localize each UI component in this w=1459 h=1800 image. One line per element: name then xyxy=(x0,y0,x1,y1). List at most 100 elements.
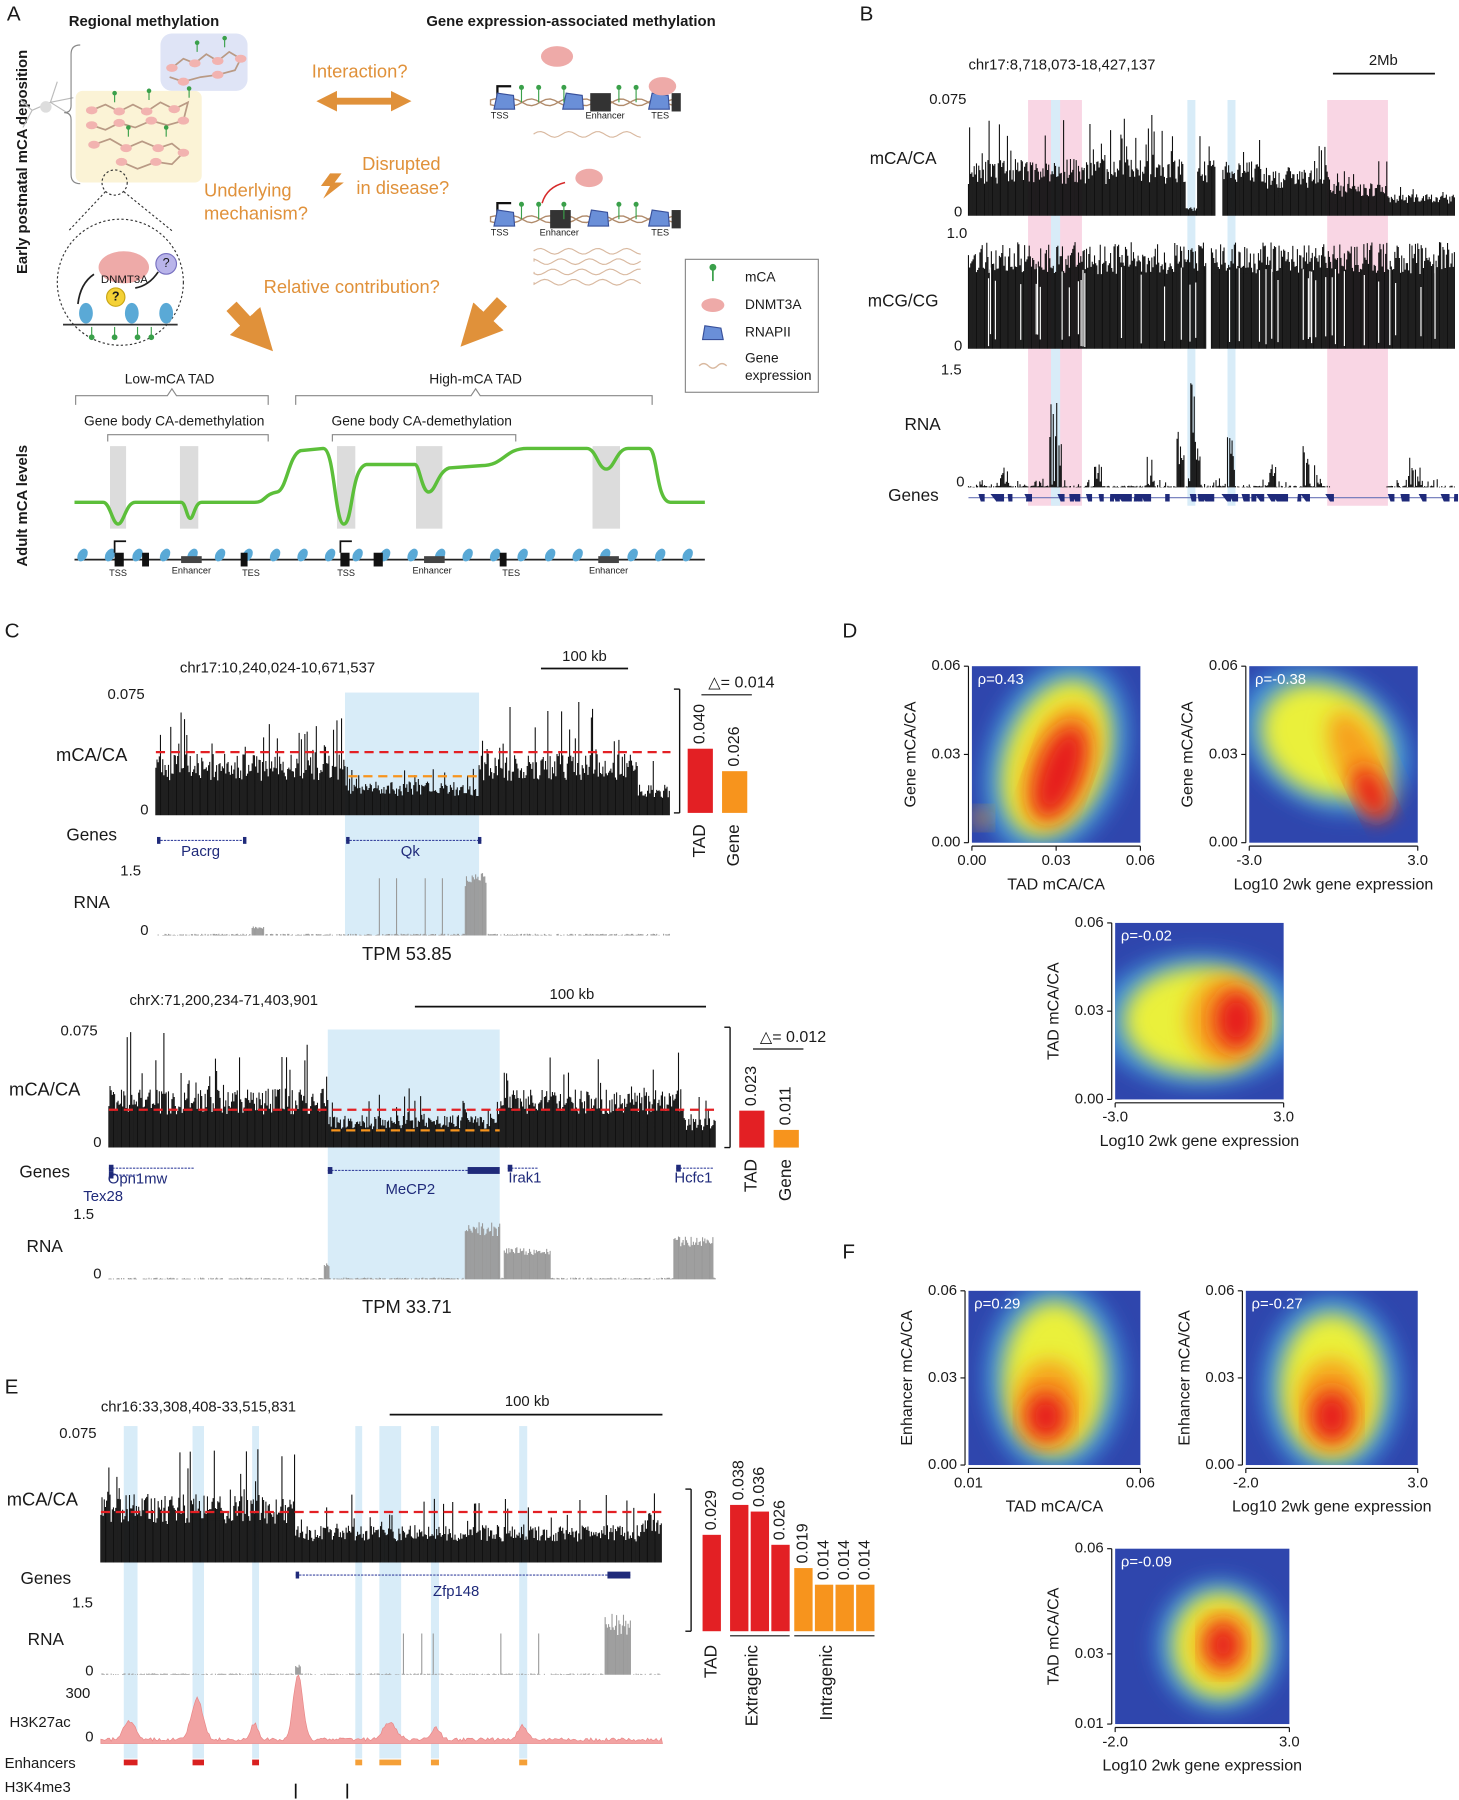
highlight-region xyxy=(519,1426,528,1759)
enhancer xyxy=(590,93,611,112)
track-label: mCG/CG xyxy=(868,290,939,310)
tad-label: Low-mCA TAD xyxy=(125,371,215,386)
highlight-region xyxy=(344,692,480,936)
legend-swatch xyxy=(701,298,725,313)
zoom-circle xyxy=(101,169,128,196)
y-tick-label: 0.03 xyxy=(928,1370,957,1386)
enhancer xyxy=(598,556,619,564)
gene-name: Qk xyxy=(401,844,421,860)
transcript xyxy=(533,268,641,276)
gene-model xyxy=(346,836,350,844)
gene-model xyxy=(157,836,161,844)
zoom-lines xyxy=(68,191,173,232)
gene-model xyxy=(507,1164,513,1172)
mca-mark xyxy=(146,88,152,94)
rna-track xyxy=(157,873,670,936)
panel-label: D xyxy=(842,619,857,642)
nucleosome xyxy=(104,548,116,562)
y-tick-label: 0.01 xyxy=(1075,1716,1104,1732)
y-tick-label: 0.06 xyxy=(1205,1283,1234,1299)
track-label: H3K4me3 xyxy=(5,1780,71,1796)
panel-label: C xyxy=(5,619,20,642)
exon xyxy=(114,552,124,567)
y-tick-label: 0.03 xyxy=(1205,1370,1234,1386)
dnmt3a xyxy=(540,46,574,67)
y-tick-label: 0.06 xyxy=(1075,915,1104,931)
x-tick-label: 3.0 xyxy=(1407,853,1428,869)
x-tick-label: -2.0 xyxy=(1102,1734,1128,1750)
arrow xyxy=(226,301,274,352)
legend-swatch xyxy=(709,263,717,271)
correlation-label: ρ=-0.09 xyxy=(1121,1554,1172,1570)
y-tick-label: 0.06 xyxy=(928,1283,957,1299)
y-tick-label: 0.00 xyxy=(1209,835,1238,851)
highlight-region xyxy=(1227,100,1236,506)
bar-value-label: 0.036 xyxy=(750,1467,768,1507)
bar-value-label: 0.040 xyxy=(691,704,709,744)
y-tick-label: 0.00 xyxy=(1205,1457,1234,1473)
mca-mark xyxy=(134,334,141,341)
bar-value-label: 0.014 xyxy=(856,1540,874,1580)
bar xyxy=(750,1511,770,1632)
nucleosome xyxy=(352,548,363,562)
enhancer-mark xyxy=(123,1759,138,1766)
bar xyxy=(730,1504,749,1632)
bead xyxy=(177,148,190,157)
track-axis-label: 1.0 xyxy=(947,226,968,242)
brace xyxy=(75,387,269,405)
h3k27ac-track xyxy=(100,1674,663,1744)
x-axis-label: Log10 2wk gene expression xyxy=(1100,1132,1300,1150)
nucleosome xyxy=(214,548,226,562)
scale-label: 2Mb xyxy=(1369,53,1398,69)
rnapii xyxy=(647,92,670,110)
gene-feature-label: TES xyxy=(651,110,669,120)
bar-value-label: 0.011 xyxy=(776,1086,794,1125)
bar xyxy=(702,1534,721,1632)
track-axis-label: 0 xyxy=(85,1730,93,1746)
group-label: Extragenic xyxy=(742,1645,762,1727)
bead xyxy=(189,59,201,68)
enhancer-mark xyxy=(355,1759,363,1766)
highlight-region xyxy=(327,1029,500,1280)
gene-name: Zfp148 xyxy=(433,1584,479,1600)
track-axis-label: 1.5 xyxy=(73,1207,94,1223)
track-axis-label: 0.075 xyxy=(59,1426,96,1442)
factor xyxy=(155,253,178,275)
track-axis-label: 0 xyxy=(954,204,962,220)
track-label: mCA/CA xyxy=(9,1079,81,1100)
x-tick-label: 0.03 xyxy=(1042,853,1071,869)
exon xyxy=(499,552,507,567)
mca-mark xyxy=(518,201,525,207)
density xyxy=(1205,1622,1241,1668)
rnapii xyxy=(647,209,670,227)
mca-mark xyxy=(633,201,639,207)
track-axis-label: 0.075 xyxy=(107,687,144,703)
heatmap xyxy=(1262,1295,1402,1466)
rnapii xyxy=(493,209,516,227)
transcript xyxy=(533,278,641,286)
y-tick-label: 0.00 xyxy=(931,835,960,851)
arrow xyxy=(460,297,508,347)
gene-model xyxy=(108,1171,114,1179)
bar-value-label: 0.023 xyxy=(742,1066,760,1106)
nucleosome xyxy=(132,548,143,562)
signal-track xyxy=(967,383,1455,488)
side-label: Adult mCA levels xyxy=(15,445,31,567)
fiber xyxy=(93,138,185,170)
x-tick-label: -2.0 xyxy=(1233,1475,1259,1491)
heading: Gene expression-associated methylation xyxy=(426,14,715,30)
region-label: chr17:10,240,024-10,671,537 xyxy=(180,660,375,676)
signal-track xyxy=(155,701,670,816)
track-axis-label: 0 xyxy=(93,1267,101,1283)
correlation-label: ρ=0.29 xyxy=(974,1297,1020,1313)
exon xyxy=(373,552,383,567)
annotation: Gene body CA-demethylation xyxy=(332,414,512,429)
bead xyxy=(145,116,158,125)
x-tick-label: -3.0 xyxy=(1102,1110,1128,1126)
region-label: chrX:71,200,234-71,403,901 xyxy=(130,993,319,1009)
mca-mark xyxy=(616,201,622,207)
heatmap xyxy=(1249,667,1411,820)
gene-feature-label: Enhancer xyxy=(412,565,451,575)
mca-mark xyxy=(111,334,118,341)
